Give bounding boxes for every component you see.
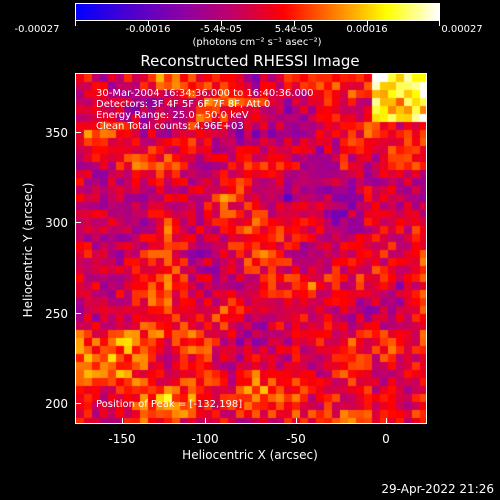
- x-axis-tick: [296, 418, 297, 424]
- y-tick-label: 250: [45, 307, 68, 321]
- colorbar-tick: [148, 21, 149, 26]
- y-axis-tick: [75, 403, 81, 404]
- image-title: Reconstructed RHESSI Image: [140, 52, 360, 70]
- colorbar-label: 5.4e-05: [274, 24, 314, 35]
- y-axis-title: Heliocentric Y (arcsec): [21, 182, 35, 318]
- x-tick-label: 0: [382, 432, 390, 446]
- colorbar-tick: [439, 21, 440, 26]
- x-axis-tick: [386, 418, 387, 424]
- colorbar-label: -0.00016: [125, 24, 171, 35]
- x-axis-title: Heliocentric X (arcsec): [182, 448, 318, 462]
- colorbar-tick: [221, 21, 222, 26]
- x-axis-tick: [205, 418, 206, 424]
- y-tick-label: 350: [45, 126, 68, 140]
- colorbar-label: 0.00016: [346, 24, 388, 35]
- x-tick-label: -100: [191, 432, 219, 446]
- y-axis-tick: [75, 313, 81, 314]
- x-axis-tick: [122, 418, 123, 424]
- y-axis-tick: [75, 222, 81, 223]
- colorbar-label: -0.00027: [14, 24, 60, 35]
- colorbar: [75, 3, 440, 21]
- colorbar-tick: [294, 21, 295, 26]
- colorbar-tick: [75, 21, 76, 26]
- x-tick-label: -50: [286, 432, 306, 446]
- intensity-map: [76, 74, 426, 423]
- rhessi-image-plot: 30-Mar-2004 16:34:36.000 to 16:40:36.000…: [75, 73, 427, 424]
- render-timestamp: 29-Apr-2022 21:26: [381, 482, 494, 496]
- info-time-range: 30-Mar-2004 16:34:36.000 to 16:40:36.000: [96, 88, 314, 99]
- y-tick-label: 300: [45, 216, 68, 230]
- colorbar-label: 0.00027: [441, 24, 483, 35]
- info-detectors: Detectors: 3F 4F 5F 6F 7F 8F, Att 0: [96, 99, 271, 110]
- colorbar-tick: [367, 21, 368, 26]
- colorbar-label: -5.4e-05: [200, 24, 242, 35]
- info-energy-range: Energy Range: 25.0 - 50.0 keV: [96, 110, 249, 121]
- y-axis-tick: [75, 132, 81, 133]
- colorbar-units: (photons cm⁻² s⁻¹ asec⁻²): [192, 37, 322, 48]
- x-tick-label: -150: [108, 432, 136, 446]
- info-clean-counts: Clean Total counts: 4.96E+03: [96, 121, 244, 132]
- y-tick-label: 200: [45, 397, 68, 411]
- peak-position: Position of Peak = [-132,198]: [96, 399, 243, 410]
